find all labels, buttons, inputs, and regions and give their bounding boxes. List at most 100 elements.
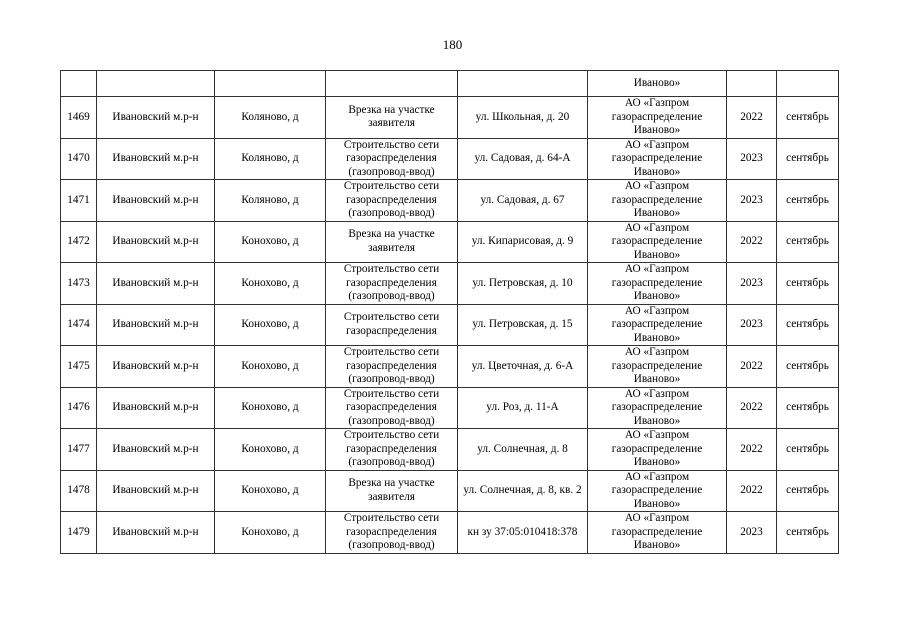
settlement-cell: Коляново, д <box>214 96 326 139</box>
work-type-cell: Строительство сети газораспределения (га… <box>325 511 458 554</box>
work-type-cell: Строительство сети газораспределения (га… <box>325 386 458 429</box>
month-cell: сентябрь <box>776 469 839 512</box>
year-cell: 2022 <box>726 96 777 139</box>
district-cell: Ивановский м.р-н <box>96 345 215 388</box>
work-type-cell: Строительство сети газораспределения (га… <box>325 428 458 471</box>
month-cell: сентябрь <box>776 96 839 139</box>
organization-cell: АО «Газпром газораспределение Иваново» <box>587 469 727 512</box>
row-number-cell: 1472 <box>60 220 97 263</box>
row-number-cell: 1469 <box>60 96 97 139</box>
address-cell <box>457 70 588 97</box>
work-type-cell: Строительство сети газораспределения (га… <box>325 345 458 388</box>
row-number-cell: 1475 <box>60 345 97 388</box>
district-cell: Ивановский м.р-н <box>96 137 215 180</box>
table-row: 1470 Ивановский м.р-н Коляново, д Строитель… <box>60 137 839 180</box>
page-number: 180 <box>442 37 463 52</box>
month-cell: сентябрь <box>776 262 839 305</box>
month-cell <box>776 70 839 97</box>
organization-cell: АО «Газпром газораспределение Иваново» <box>587 428 727 471</box>
work-type-cell: Врезка на участке заявителя <box>325 469 458 512</box>
address-cell: ул. Садовая, д. 67 <box>457 179 588 222</box>
row-number-cell <box>60 70 97 97</box>
settlement-cell: Конохово, д <box>214 303 326 346</box>
table-row: 1471 Ивановский м.р-н Коляново, д Строитель… <box>60 179 839 222</box>
row-number-cell: 1478 <box>60 469 97 512</box>
row-number-cell: 1477 <box>60 428 97 471</box>
year-cell: 2023 <box>726 179 777 222</box>
settlement-cell: Конохово, д <box>214 469 326 512</box>
settlement-cell: Конохово, д <box>214 345 326 388</box>
settlement-cell: Коляново, д <box>214 179 326 222</box>
row-number-cell: 1473 <box>60 262 97 305</box>
year-cell: 2023 <box>726 262 777 305</box>
district-cell: Ивановский м.р-н <box>96 428 215 471</box>
row-number-cell: 1476 <box>60 386 97 429</box>
work-type-cell <box>325 70 458 97</box>
organization-cell: АО «Газпром газораспределение Иваново» <box>587 96 727 139</box>
district-cell: Ивановский м.р-н <box>96 469 215 512</box>
table-row: 1478 Ивановский м.р-н Конохово, д Врезка на… <box>60 469 839 512</box>
address-cell: ул. Кипарисовая, д. 9 <box>457 220 588 263</box>
table-row: 1474 Ивановский м.р-н Конохово, д Строитель… <box>60 303 839 346</box>
district-cell: Ивановский м.р-н <box>96 179 215 222</box>
organization-cell: АО «Газпром газораспределение Иваново» <box>587 303 727 346</box>
settlement-cell <box>214 70 326 97</box>
organization-cell: АО «Газпром газораспределение Иваново» <box>587 262 727 305</box>
table-row: 1472 Ивановский м.р-н Конохово, д Врезка на… <box>60 220 839 263</box>
work-type-cell: Строительство сети газораспределения (га… <box>325 179 458 222</box>
organization-cell: АО «Газпром газораспределение Иваново» <box>587 137 727 180</box>
organization-cell: АО «Газпром газораспределение Иваново» <box>587 386 727 429</box>
year-cell: 2023 <box>726 303 777 346</box>
settlement-cell: Конохово, д <box>214 386 326 429</box>
organization-cell: АО «Газпром газораспределение Иваново» <box>587 345 727 388</box>
continuation-row: Иваново» <box>60 70 839 97</box>
organization-cell: АО «Газпром газораспределение Иваново» <box>587 511 727 554</box>
district-cell: Ивановский м.р-н <box>96 386 215 429</box>
month-cell: сентябрь <box>776 220 839 263</box>
table-row: 1477 Ивановский м.р-н Конохово, д Строитель… <box>60 428 839 471</box>
month-cell: сентябрь <box>776 428 839 471</box>
settlement-cell: Конохово, д <box>214 220 326 263</box>
work-type-cell: Строительство сети газораспределения (га… <box>325 262 458 305</box>
district-cell <box>96 70 215 97</box>
district-cell: Ивановский м.р-н <box>96 303 215 346</box>
organization-cell: АО «Газпром газораспределение Иваново» <box>587 179 727 222</box>
address-cell: кн зу 37:05:010418:378 <box>457 511 588 554</box>
address-cell: ул. Роз, д. 11-А <box>457 386 588 429</box>
settlement-cell: Конохово, д <box>214 262 326 305</box>
year-cell: 2022 <box>726 386 777 429</box>
organization-cell: АО «Газпром газораспределение Иваново» <box>587 220 727 263</box>
month-cell: сентябрь <box>776 137 839 180</box>
district-cell: Ивановский м.р-н <box>96 220 215 263</box>
month-cell: сентябрь <box>776 511 839 554</box>
month-cell: сентябрь <box>776 345 839 388</box>
table-row: 1476 Ивановский м.р-н Конохово, д Строитель… <box>60 386 839 429</box>
settlement-cell: Конохово, д <box>214 428 326 471</box>
address-cell: ул. Цветочная, д. 6-А <box>457 345 588 388</box>
work-type-cell: Врезка на участке заявителя <box>325 96 458 139</box>
address-cell: ул. Садовая, д. 64-А <box>457 137 588 180</box>
row-number-cell: 1474 <box>60 303 97 346</box>
address-cell: ул. Школьная, д. 20 <box>457 96 588 139</box>
month-cell: сентябрь <box>776 386 839 429</box>
table-row: 1475 Ивановский м.р-н Конохово, д Строитель… <box>60 345 839 388</box>
district-cell: Ивановский м.р-н <box>96 511 215 554</box>
work-type-cell: Врезка на участке заявителя <box>325 220 458 263</box>
year-cell: 2022 <box>726 469 777 512</box>
table-row: 1479 Ивановский м.р-н Конохово, д Строитель… <box>60 511 839 554</box>
year-cell: 2023 <box>726 511 777 554</box>
address-cell: ул. Петровская, д. 10 <box>457 262 588 305</box>
year-cell: 2022 <box>726 220 777 263</box>
row-number-cell: 1479 <box>60 511 97 554</box>
address-cell: ул. Солнечная, д. 8, кв. 2 <box>457 469 588 512</box>
address-cell: ул. Солнечная, д. 8 <box>457 428 588 471</box>
organization-cell: Иваново» <box>587 70 727 97</box>
settlement-cell: Конохово, д <box>214 511 326 554</box>
year-cell <box>726 70 777 97</box>
row-number-cell: 1471 <box>60 179 97 222</box>
work-type-cell: Строительство сети газораспределения (га… <box>325 137 458 180</box>
year-cell: 2023 <box>726 137 777 180</box>
table-row: 1469 Ивановский м.р-н Коляново, д Врезка на… <box>60 96 839 139</box>
address-cell: ул. Петровская, д. 15 <box>457 303 588 346</box>
